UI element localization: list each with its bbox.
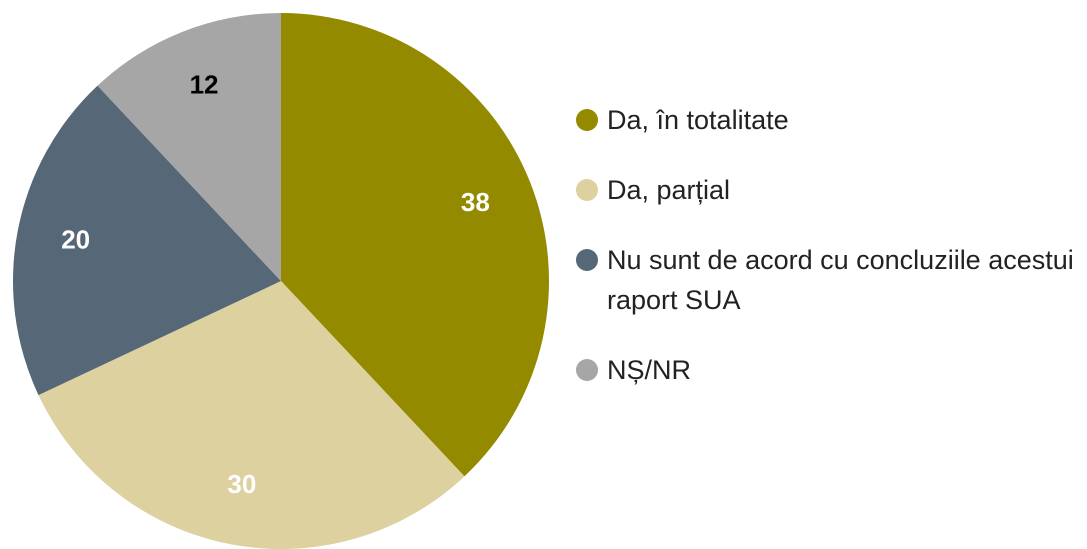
pie-slice (38, 281, 465, 549)
legend: Da, în totalitate Da, parțial Nu sunt de a… (576, 100, 1076, 420)
legend-swatch (576, 249, 598, 271)
pie-slice (12, 85, 281, 396)
pie-slice (281, 13, 549, 477)
legend-swatch (576, 359, 598, 381)
data-label: 12 (190, 70, 219, 100)
legend-item: Nu sunt de acord cu concluziile acestui … (576, 240, 1076, 320)
pie-slice (97, 13, 281, 281)
data-label: 30 (227, 469, 256, 499)
legend-label: NȘ/NR (607, 355, 692, 385)
data-label: 38 (461, 187, 490, 217)
legend-label: Da, parțial (607, 175, 731, 205)
legend-swatch (576, 179, 598, 201)
legend-item: NȘ/NR (576, 350, 1076, 390)
legend-item: Da, parțial (576, 170, 1076, 210)
legend-label: Da, în totalitate (607, 105, 789, 135)
legend-item: Da, în totalitate (576, 100, 1076, 140)
legend-label: Nu sunt de acord cu concluziile acestui … (607, 245, 1074, 315)
data-label: 20 (61, 225, 90, 255)
legend-swatch (576, 109, 598, 131)
chart: 38 30 20 12 (12, 13, 549, 549)
